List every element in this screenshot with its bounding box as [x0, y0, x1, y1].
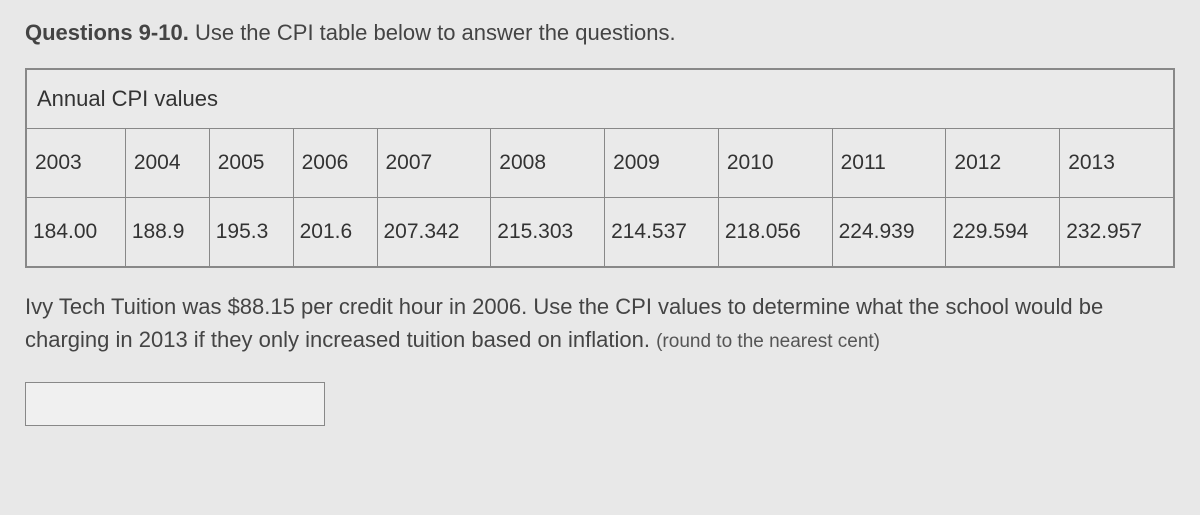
table-title: Annual CPI values — [27, 70, 1174, 129]
value-cell: 201.6 — [293, 198, 377, 267]
value-cell: 188.9 — [125, 198, 209, 267]
question-body: Ivy Tech Tuition was $88.15 per credit h… — [25, 290, 1175, 357]
value-cell: 207.342 — [377, 198, 491, 267]
value-cell: 218.056 — [718, 198, 832, 267]
year-cell: 2010 — [718, 129, 832, 198]
table-year-row: 2003 2004 2005 2006 2007 2008 2009 2010 … — [27, 129, 1174, 198]
year-cell: 2013 — [1060, 129, 1174, 198]
question-main: Ivy Tech Tuition was $88.15 per credit h… — [25, 294, 1103, 352]
question-heading: Questions 9-10. Use the CPI table below … — [25, 20, 1175, 46]
heading-prefix: Questions 9-10. — [25, 20, 189, 45]
year-cell: 2005 — [209, 129, 293, 198]
value-cell: 214.537 — [605, 198, 719, 267]
year-cell: 2006 — [293, 129, 377, 198]
cpi-table: Annual CPI values 2003 2004 2005 2006 20… — [26, 69, 1174, 267]
table-value-row: 184.00 188.9 195.3 201.6 207.342 215.303… — [27, 198, 1174, 267]
value-cell: 195.3 — [209, 198, 293, 267]
table-title-row: Annual CPI values — [27, 70, 1174, 129]
heading-rest: Use the CPI table below to answer the qu… — [189, 20, 676, 45]
year-cell: 2011 — [832, 129, 946, 198]
year-cell: 2012 — [946, 129, 1060, 198]
year-cell: 2009 — [605, 129, 719, 198]
value-cell: 229.594 — [946, 198, 1060, 267]
value-cell: 184.00 — [27, 198, 126, 267]
question-note: (round to the nearest cent) — [656, 331, 880, 352]
year-cell: 2003 — [27, 129, 126, 198]
year-cell: 2007 — [377, 129, 491, 198]
year-cell: 2004 — [125, 129, 209, 198]
value-cell: 232.957 — [1060, 198, 1174, 267]
answer-input[interactable] — [25, 382, 325, 426]
year-cell: 2008 — [491, 129, 605, 198]
value-cell: 215.303 — [491, 198, 605, 267]
cpi-table-container: Annual CPI values 2003 2004 2005 2006 20… — [25, 68, 1175, 268]
value-cell: 224.939 — [832, 198, 946, 267]
